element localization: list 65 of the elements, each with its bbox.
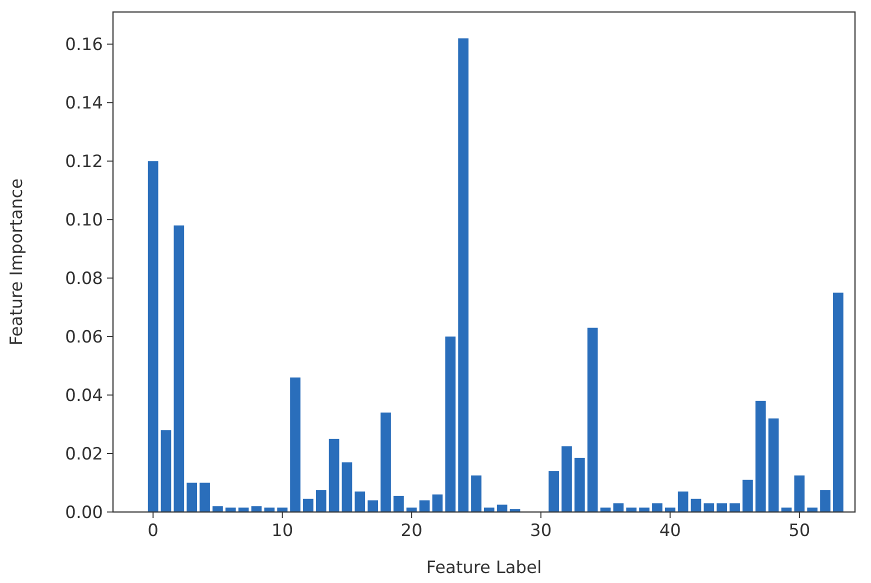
x-axis-title: Feature Label (426, 558, 542, 578)
bar (380, 412, 391, 512)
y-tick-label: 0.02 (65, 444, 103, 464)
y-tick-label: 0.06 (65, 328, 103, 348)
bar (174, 225, 184, 512)
x-tick-label: 30 (530, 521, 552, 541)
bar (678, 492, 688, 512)
y-tick-label: 0.08 (65, 269, 103, 290)
bar (342, 462, 352, 512)
y-tick-label: 0.10 (65, 210, 103, 231)
bar (394, 496, 404, 512)
bar (303, 498, 314, 512)
bar (794, 475, 805, 512)
x-tick-label: 10 (272, 521, 294, 541)
bar (664, 508, 676, 512)
y-tick-label: 0.16 (65, 35, 103, 56)
y-axis-title: Feature Importance (7, 178, 27, 346)
bar (639, 508, 650, 512)
bar (419, 500, 430, 512)
bar (626, 508, 637, 512)
x-tick-label: 50 (788, 521, 810, 541)
bar (807, 508, 818, 512)
bar (716, 503, 728, 512)
bar (484, 508, 494, 512)
bar (471, 475, 482, 512)
bar (264, 508, 275, 512)
bar (432, 494, 443, 512)
bar (368, 500, 378, 512)
bar (730, 503, 740, 512)
bar (496, 504, 508, 512)
bar (328, 438, 340, 512)
bar (742, 480, 753, 512)
bar (574, 458, 585, 512)
x-tick-label: 20 (400, 521, 422, 541)
bar (613, 503, 624, 512)
bar (562, 446, 572, 512)
bar (225, 508, 236, 512)
bar (458, 38, 468, 512)
bar (290, 377, 300, 512)
bar (277, 508, 288, 512)
bar (212, 506, 223, 512)
bar (755, 400, 766, 512)
bar (445, 336, 456, 512)
bar (186, 482, 198, 512)
bar (690, 498, 702, 512)
bar (768, 418, 779, 512)
y-tick-label: 0.14 (65, 94, 103, 114)
bar (251, 506, 262, 512)
y-tick-label: 0.04 (65, 386, 103, 406)
bar (704, 503, 714, 512)
x-tick-label: 40 (659, 521, 681, 541)
x-tick-label: 0 (148, 521, 158, 541)
bar (316, 490, 326, 512)
bar (652, 503, 662, 512)
bar (587, 328, 598, 512)
bar (548, 471, 559, 512)
bar (160, 430, 172, 512)
bar (833, 292, 844, 512)
bar (406, 508, 417, 512)
bar (820, 490, 830, 512)
bar (354, 492, 366, 512)
y-tick-label: 0.00 (65, 502, 103, 523)
y-tick-label: 0.12 (65, 152, 103, 172)
bar (200, 482, 210, 512)
bar (148, 161, 158, 512)
